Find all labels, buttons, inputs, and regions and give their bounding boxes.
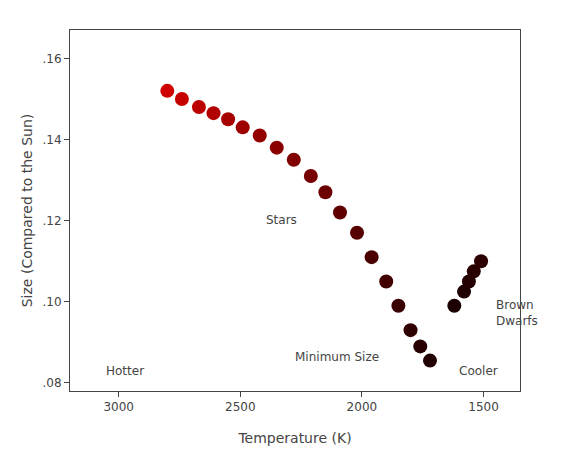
svg-text:Minimum Size: Minimum Size (295, 350, 379, 364)
svg-text:Stars: Stars (266, 213, 297, 227)
svg-text:2000: 2000 (347, 400, 378, 414)
svg-text:Size (Compared to the Sun): Size (Compared to the Sun) (19, 114, 35, 308)
svg-text:Temperature (K): Temperature (K) (237, 430, 351, 446)
svg-text:Hotter: Hotter (106, 364, 144, 378)
svg-text:.10: .10 (43, 295, 62, 309)
svg-text:.14: .14 (43, 133, 62, 147)
svg-text:Cooler: Cooler (459, 364, 498, 378)
svg-text:3000: 3000 (103, 400, 134, 414)
svg-text:.16: .16 (43, 52, 62, 66)
svg-text:2500: 2500 (225, 400, 256, 414)
svg-text:1500: 1500 (468, 400, 499, 414)
svg-text:BrownDwarfs: BrownDwarfs (496, 298, 538, 328)
svg-text:.08: .08 (43, 376, 62, 390)
svg-text:.12: .12 (43, 214, 62, 228)
